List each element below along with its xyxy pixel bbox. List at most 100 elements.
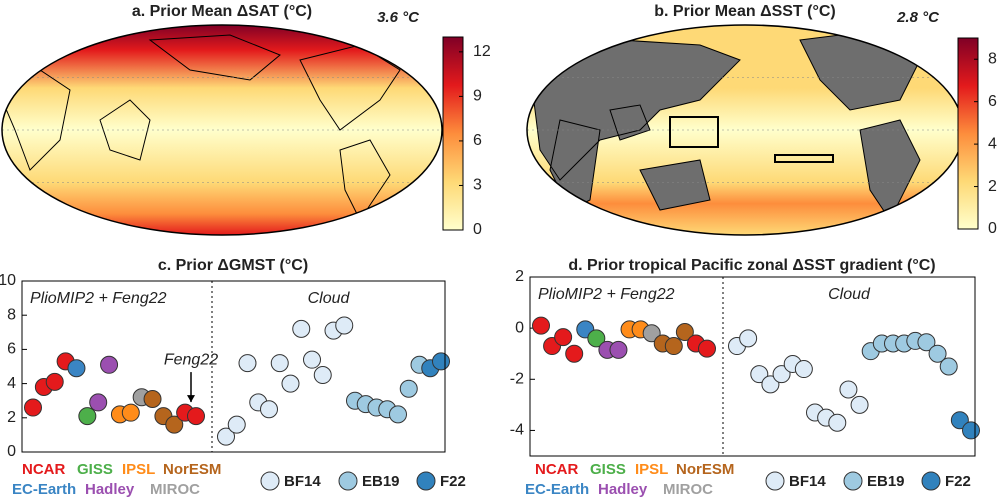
point	[187, 407, 205, 426]
point	[335, 316, 354, 335]
y-tick-label: 0	[515, 319, 524, 336]
legend-label: EB19	[867, 473, 905, 490]
point	[939, 357, 958, 376]
legend-label: NorESM	[676, 461, 734, 478]
plot-frame	[529, 276, 976, 457]
legend-label: F22	[945, 473, 971, 490]
colorbar-tick-label: 4	[988, 135, 997, 152]
colorbar-tick-label: 3	[473, 177, 482, 194]
colorbar-tick-label: 0	[988, 220, 997, 237]
colorbar-tick-label: 8	[988, 50, 997, 67]
legend-label: BF14	[284, 473, 321, 490]
legend-label: GISS	[590, 461, 626, 478]
point	[313, 366, 332, 385]
legend-swatch	[765, 471, 785, 491]
legend-label: GISS	[77, 461, 113, 478]
legend-label: IPSL	[635, 461, 668, 478]
chart-title: c. Prior ΔGMST (°C)	[158, 257, 308, 274]
colorbar-tick-label: 6	[988, 93, 997, 110]
point	[432, 352, 450, 371]
region-box	[669, 116, 719, 148]
map-frame	[1, 24, 443, 236]
map	[2, 25, 442, 235]
annotation: Feng22	[164, 351, 218, 368]
map	[527, 25, 963, 235]
legend-label: F22	[440, 473, 466, 490]
y-tick-label: 6	[7, 341, 16, 358]
colorbar	[957, 37, 979, 230]
point	[761, 375, 780, 394]
point	[554, 328, 573, 347]
legend-swatch	[416, 471, 436, 491]
point	[675, 322, 694, 341]
legend-label: EC-Earth	[12, 481, 76, 498]
plot-frame	[21, 280, 446, 453]
map-title: a. Prior Mean ΔSAT (°C)	[132, 3, 312, 20]
map-annotation: 3.6 °C	[377, 9, 420, 26]
y-tick-label: 2	[7, 409, 16, 426]
point	[609, 340, 628, 359]
region-box	[774, 154, 834, 163]
y-tick-label: 4	[7, 375, 16, 392]
point	[532, 316, 550, 335]
map-title: b. Prior Mean ΔSST (°C)	[654, 3, 835, 20]
legend-label: Hadley	[85, 481, 135, 498]
point	[292, 319, 311, 338]
point	[794, 360, 813, 379]
chart-title: d. Prior tropical Pacific zonal ΔSST gra…	[568, 257, 935, 274]
colorbar-tick-label: 6	[473, 132, 482, 149]
point	[389, 405, 407, 424]
point	[143, 389, 162, 408]
point	[642, 324, 661, 343]
point	[839, 380, 858, 399]
point	[828, 413, 847, 432]
y-tick-label: -2	[510, 371, 524, 388]
group-label: Cloud	[308, 290, 351, 307]
point	[121, 403, 140, 422]
legend-label: NCAR	[535, 461, 578, 478]
colorbar-tick-label: 9	[473, 88, 482, 105]
point	[270, 354, 289, 373]
legend-swatch	[338, 471, 358, 491]
point	[303, 350, 321, 369]
legend-swatch	[921, 471, 941, 491]
map-annotation: 2.8 °C	[896, 9, 940, 26]
point	[89, 393, 108, 412]
legend-label: NorESM	[163, 461, 221, 478]
point	[281, 374, 300, 393]
point	[565, 344, 584, 363]
point	[217, 427, 235, 446]
point	[260, 400, 278, 419]
group-label: Cloud	[828, 286, 871, 303]
point	[100, 355, 119, 374]
legend-label: MIROC	[663, 481, 713, 498]
point	[739, 329, 758, 348]
point	[238, 354, 257, 373]
legend-swatch	[260, 471, 280, 491]
legend-label: MIROC	[150, 481, 200, 498]
group-label: PlioMIP2 + Feng22	[30, 290, 167, 307]
legend-label: BF14	[789, 473, 826, 490]
legend-label: EB19	[362, 473, 400, 490]
y-tick-label: -4	[510, 422, 524, 439]
legend-label: EC-Earth	[525, 481, 589, 498]
point	[24, 398, 42, 417]
legend-label: Hadley	[598, 481, 648, 498]
point	[928, 344, 947, 363]
point	[78, 407, 97, 426]
annotation-arrowhead	[187, 395, 195, 403]
legend-label: IPSL	[122, 461, 155, 478]
colorbar-tick-label: 2	[988, 178, 997, 195]
point	[772, 365, 791, 384]
point	[917, 333, 936, 352]
legend-label: NCAR	[22, 461, 65, 478]
legend-swatch	[843, 471, 863, 491]
point	[399, 379, 418, 398]
point	[227, 415, 246, 434]
point	[950, 411, 969, 430]
point	[664, 337, 683, 356]
point	[587, 329, 606, 348]
point	[750, 365, 769, 384]
colorbar-tick-label: 0	[473, 221, 482, 238]
